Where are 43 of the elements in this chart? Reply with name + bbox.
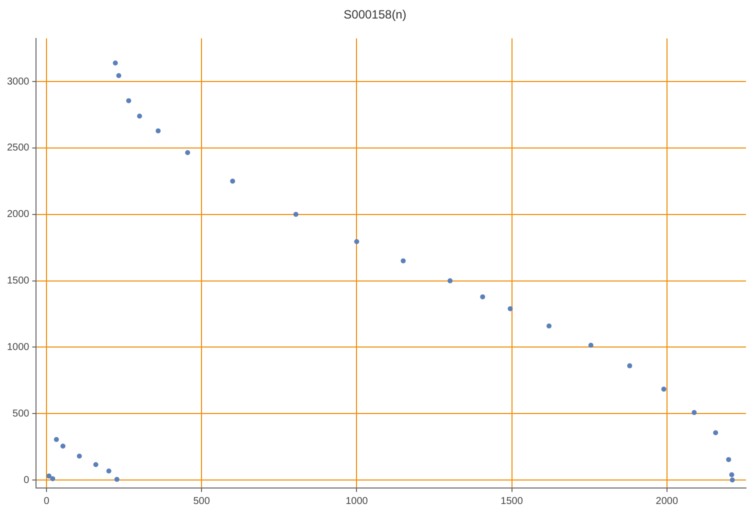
- point: [726, 457, 732, 462]
- point: [46, 474, 52, 479]
- y-tick-label: 3000: [6, 76, 30, 88]
- point: [50, 476, 56, 482]
- point: [185, 150, 190, 156]
- point: [230, 178, 236, 184]
- point: [400, 258, 406, 264]
- point: [692, 410, 697, 416]
- y-tick-label: 500: [12, 408, 30, 420]
- x-tick-label: 1500: [500, 496, 524, 507]
- x-tick-label: 2000: [656, 496, 678, 507]
- point: [112, 60, 118, 66]
- point: [293, 212, 298, 217]
- point: [76, 454, 82, 459]
- x-tick-label: 1000: [346, 496, 368, 507]
- y-tick-label: 2000: [6, 209, 30, 220]
- point: [126, 98, 132, 104]
- y-tick-label: 1000: [6, 342, 30, 353]
- point: [448, 278, 453, 284]
- point: [480, 294, 486, 300]
- point: [508, 306, 513, 312]
- point: [114, 476, 120, 482]
- y-tick-label: 2500: [6, 142, 30, 154]
- point: [713, 430, 718, 436]
- point: [60, 444, 66, 449]
- x-tick-label: 500: [193, 496, 210, 507]
- y-tick-label: 0: [24, 474, 30, 486]
- point: [137, 114, 142, 119]
- chart-title: S000158(n): [344, 8, 406, 22]
- point: [730, 478, 735, 483]
- x-tick-label: 0: [44, 496, 50, 507]
- point: [156, 128, 161, 134]
- point: [54, 437, 59, 442]
- point: [588, 342, 594, 348]
- point: [116, 73, 122, 78]
- point: [354, 239, 360, 244]
- point: [93, 462, 98, 468]
- y-tick-label: 1500: [6, 276, 30, 287]
- point: [729, 472, 734, 478]
- point: [627, 363, 632, 368]
- point: [661, 386, 666, 392]
- point: [106, 468, 112, 474]
- point: [546, 323, 552, 328]
